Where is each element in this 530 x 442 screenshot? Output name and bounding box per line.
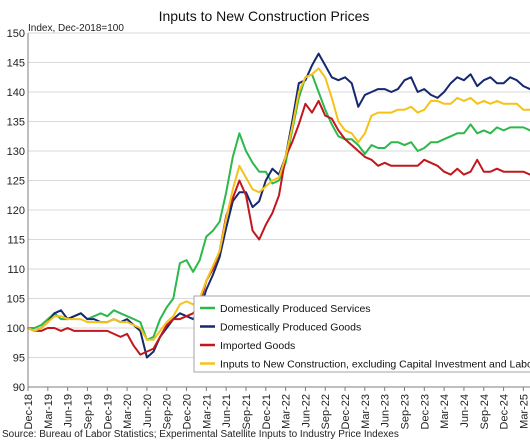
x-tick-label: Dec-23 <box>419 394 431 429</box>
x-tick-label: Dec-19 <box>102 394 114 429</box>
series-line-1 <box>27 73 530 341</box>
y-tick-label: 135 <box>7 117 25 129</box>
x-tick-label: Jun-24 <box>459 394 471 428</box>
x-tick-label: Mar-20 <box>122 394 134 429</box>
y-tick-label: 120 <box>7 205 25 217</box>
legend: Domestically Produced Services Domestical… <box>193 295 530 373</box>
y-tick-label: 90 <box>13 382 25 394</box>
y-tick-label: 140 <box>7 87 25 99</box>
x-tick-label: Dec-20 <box>182 394 194 429</box>
y-tick-label: 145 <box>7 58 25 70</box>
y-tick-label: 130 <box>7 146 25 158</box>
x-tick-label: Mar-23 <box>360 394 372 429</box>
series-line-3 <box>27 99 530 356</box>
x-tick-label: Dec-22 <box>340 394 352 429</box>
x-tick-label: Jun-19 <box>63 394 75 428</box>
series-line-4 <box>27 67 530 341</box>
source-note: Source: Bureau of Labor Statistics; Expe… <box>2 429 399 440</box>
x-tick-label: Dec-21 <box>261 394 273 429</box>
legend-entry: Inputs to New Construction, excluding Ca… <box>220 359 530 371</box>
y-tick-label: 125 <box>7 176 25 188</box>
legend-box <box>193 295 530 373</box>
y-tick-label: 95 <box>13 353 25 365</box>
y-tick-label: 110 <box>7 264 25 276</box>
x-tick-label: Jun-22 <box>300 394 312 428</box>
x-tick-label: Mar-24 <box>439 394 451 429</box>
y-tick-label: 150 <box>7 28 25 40</box>
y-tick-label: 105 <box>7 294 25 306</box>
x-tick-label: Mar-22 <box>281 394 293 429</box>
x-tick-label: Jun-23 <box>380 394 392 428</box>
x-tick-label: Sep-20 <box>162 394 174 429</box>
y-tick-label: 115 <box>7 235 25 247</box>
x-tick-label: Sep-19 <box>82 394 94 429</box>
grid-lines <box>28 32 530 388</box>
axes: 90 95 100 105 110 115 120 125 130 135 140 145 150 Dec… <box>7 28 530 429</box>
chart-title: Inputs to New Construction Prices <box>159 8 370 24</box>
y-axis-unit-label: Index, Dec-2018=100 <box>28 23 124 34</box>
legend-entry: Imported Goods <box>220 340 295 352</box>
x-tick-label: Jun-20 <box>142 394 154 428</box>
x-tick-label: Mar-25 <box>518 394 530 429</box>
x-tick-label: Sep-23 <box>400 394 412 429</box>
x-tick-label: Jun-21 <box>221 394 233 428</box>
series-lines <box>27 52 530 359</box>
x-tick-label: Sep-21 <box>241 394 253 429</box>
x-tick-label: Sep-22 <box>320 394 332 429</box>
x-tick-label: Dec-18 <box>23 394 35 429</box>
y-tick-label: 100 <box>7 323 25 335</box>
legend-entry: Domestically Produced Goods <box>220 322 361 334</box>
x-tick-label: Mar-19 <box>43 394 55 429</box>
x-tick-label: Sep-24 <box>479 394 491 429</box>
x-tick-label: Dec-24 <box>499 394 511 429</box>
x-tick-label: Mar-21 <box>201 394 213 429</box>
legend-entry: Domestically Produced Services <box>220 303 371 315</box>
